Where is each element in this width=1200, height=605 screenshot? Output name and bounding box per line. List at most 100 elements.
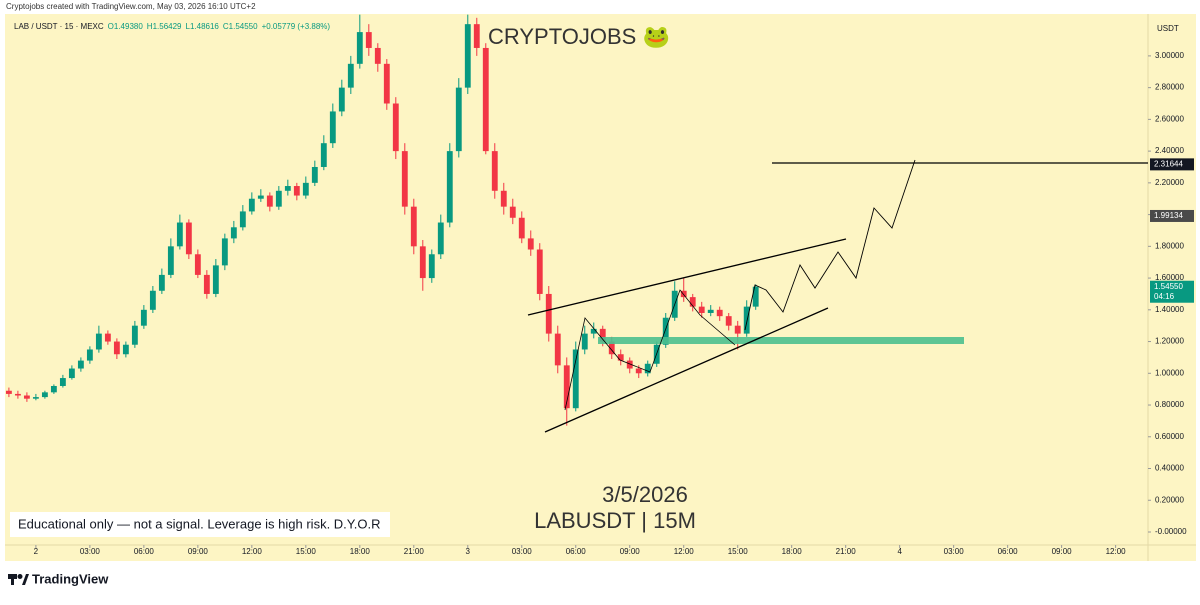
logo-text: TradingView — [32, 571, 109, 586]
legend-item: L1.48616 — [186, 22, 220, 31]
candle-body — [500, 190, 507, 207]
y-tick-label: 3.00000 — [1155, 51, 1184, 60]
x-tick-label: 06:00 — [134, 547, 155, 556]
candle-body — [455, 87, 462, 152]
candle-body — [50, 385, 57, 393]
brand-text: CRYPTOJOBS 🐸 — [488, 24, 670, 49]
candle-body — [689, 297, 696, 307]
candle-body — [608, 341, 615, 355]
price-label: 2.31644 — [1154, 159, 1183, 168]
x-tick-label: 15:00 — [728, 547, 749, 556]
candle-body — [536, 249, 543, 294]
x-tick-label: 09:00 — [620, 547, 641, 556]
currency-label: USDT — [1157, 24, 1179, 33]
candle-body — [419, 246, 426, 279]
candle-body — [203, 274, 210, 294]
projection-path — [744, 159, 916, 331]
candle-body — [527, 238, 534, 250]
candle-body — [518, 217, 525, 239]
y-tick-label: 0.20000 — [1155, 495, 1184, 504]
tradingview-logo: TradingView — [8, 571, 109, 586]
candle-body — [662, 317, 669, 345]
candle-body — [239, 211, 246, 228]
y-tick-label: 1.60000 — [1155, 273, 1184, 282]
y-tick-label: 2.60000 — [1155, 114, 1184, 123]
price-label-box — [1150, 280, 1194, 303]
candle-body — [311, 166, 318, 183]
candle-body — [104, 333, 111, 342]
legend-item: H1.56429 — [147, 22, 182, 31]
candle-body — [212, 265, 219, 294]
price-label-box — [1150, 158, 1194, 171]
x-tick-label: 09:00 — [188, 547, 209, 556]
candle-body — [140, 309, 147, 326]
legend-item: LAB / USDT · 15 · MEXC — [14, 22, 104, 31]
y-tick-label: 1.20000 — [1155, 337, 1184, 346]
candle-body — [716, 309, 723, 317]
legend-item: O1.49380 — [108, 22, 144, 31]
y-tick-label: 2.40000 — [1155, 146, 1184, 155]
pair-text: LABUSDT | 15M — [534, 508, 696, 533]
date-text: 3/5/2026 — [602, 482, 688, 507]
candle-body — [5, 390, 12, 394]
y-tick-label: 0.80000 — [1155, 400, 1184, 409]
candle-body — [464, 24, 471, 88]
y-tick-label: 2.20000 — [1155, 178, 1184, 187]
price-label: 1.54550 — [1154, 282, 1183, 291]
y-tick-label: -0.00000 — [1155, 527, 1187, 536]
plot-background — [5, 14, 1148, 561]
candle-body — [149, 290, 156, 310]
candle-body — [644, 363, 651, 374]
x-tick-label: 06:00 — [998, 547, 1019, 556]
candle-body — [329, 111, 336, 144]
logo-mark — [22, 574, 29, 585]
candle-body — [446, 151, 453, 223]
candle-body — [734, 325, 741, 334]
candle-body — [86, 349, 93, 361]
candle-body — [482, 47, 489, 152]
x-tick-label: 21:00 — [836, 547, 857, 556]
x-tick-label: 18:00 — [782, 547, 803, 556]
legend-item: +0.05779 (+3.88%) — [262, 22, 331, 31]
candle-body — [473, 24, 480, 48]
candle-body — [509, 206, 516, 218]
candle-body — [14, 393, 21, 396]
candle-body — [752, 286, 759, 307]
candle-body — [266, 195, 273, 207]
candle-body — [374, 47, 381, 64]
y-tick-label: 0.60000 — [1155, 432, 1184, 441]
support-zone — [598, 337, 964, 344]
pattern-path — [564, 289, 736, 411]
candle-body — [95, 333, 102, 350]
candle-body — [158, 274, 165, 291]
y-tick-label: 2.80000 — [1155, 83, 1184, 92]
candle-body — [356, 32, 363, 64]
candle-body — [194, 254, 201, 275]
candle-body — [338, 87, 345, 112]
x-tick-label: 4 — [897, 547, 902, 556]
candle-body — [545, 293, 552, 334]
y-tick-label: 0.40000 — [1155, 464, 1184, 473]
candle-body — [365, 32, 372, 48]
x-tick-label: 03:00 — [944, 547, 965, 556]
y-tick-label: 1.40000 — [1155, 305, 1184, 314]
candle-body — [68, 368, 75, 379]
candle-body — [626, 360, 633, 369]
candle-body — [635, 368, 642, 374]
candle-body — [698, 306, 705, 313]
candle-body — [491, 151, 498, 191]
candle-body — [554, 333, 561, 366]
candle-body — [221, 238, 228, 266]
candle-body — [428, 254, 435, 279]
candle-body — [293, 186, 300, 196]
candle-body — [167, 246, 174, 275]
candle-body — [743, 306, 750, 334]
x-tick-label: 12:00 — [242, 547, 263, 556]
price-label: 1.99134 — [1154, 211, 1183, 220]
candle-body — [572, 349, 579, 409]
x-tick-label: 06:00 — [566, 547, 587, 556]
candle-body — [581, 333, 588, 350]
logo-mark — [17, 574, 23, 579]
